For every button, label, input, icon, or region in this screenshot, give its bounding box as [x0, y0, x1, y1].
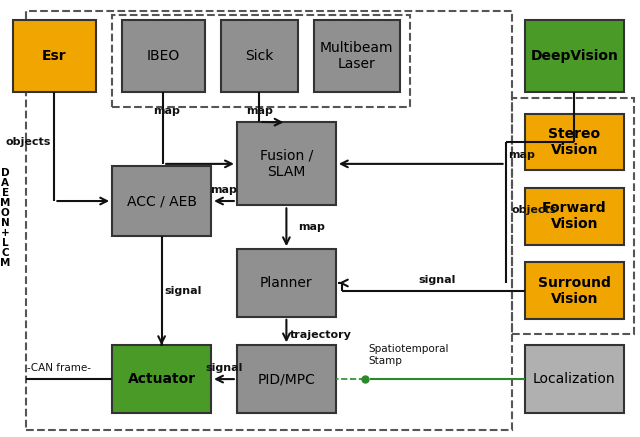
Bar	[112, 345, 211, 413]
Text: Multibeam
Laser: Multibeam Laser	[320, 41, 394, 71]
Bar	[525, 345, 624, 413]
Text: Planner: Planner	[260, 276, 313, 290]
Text: map: map	[508, 150, 535, 160]
Text: objects: objects	[6, 137, 51, 147]
Bar	[525, 188, 624, 245]
Text: Forward
Vision: Forward Vision	[542, 201, 607, 232]
Bar	[525, 262, 624, 319]
Text: PID/MPC: PID/MPC	[257, 372, 316, 386]
Text: signal: signal	[205, 363, 243, 373]
Bar	[512, 98, 634, 334]
Text: Surround
Vision: Surround Vision	[538, 275, 611, 306]
Bar	[112, 15, 410, 107]
Text: map: map	[246, 107, 273, 116]
Text: ACC / AEB: ACC / AEB	[127, 194, 196, 208]
Text: -CAN frame-: -CAN frame-	[27, 363, 91, 373]
Text: DeepVision: DeepVision	[531, 49, 618, 63]
Bar	[314, 20, 400, 92]
Bar	[237, 122, 336, 205]
Text: map: map	[211, 185, 237, 195]
Text: IBEO: IBEO	[147, 49, 180, 63]
Text: signal: signal	[165, 286, 202, 295]
Text: signal: signal	[418, 275, 456, 284]
Text: Localization: Localization	[533, 372, 616, 386]
Text: Actuator: Actuator	[127, 372, 196, 386]
Text: map: map	[153, 107, 180, 116]
Bar	[13, 20, 96, 92]
Bar	[221, 20, 298, 92]
Text: objects: objects	[512, 205, 557, 215]
Bar	[237, 249, 336, 317]
Text: trajectory: trajectory	[290, 330, 351, 340]
Bar	[525, 20, 624, 92]
Bar	[525, 114, 624, 170]
Bar	[26, 11, 512, 430]
Text: D
A
E
M
O
N
+
L
C
M: D A E M O N + L C M	[0, 169, 10, 268]
Bar	[237, 345, 336, 413]
Text: Sick: Sick	[245, 49, 273, 63]
Text: map: map	[299, 222, 325, 232]
Bar	[122, 20, 205, 92]
Text: Fusion /
SLAM: Fusion / SLAM	[260, 149, 313, 179]
Text: Spatiotemporal
Stamp: Spatiotemporal Stamp	[368, 344, 449, 366]
Text: Stereo
Vision: Stereo Vision	[548, 127, 600, 157]
Text: Esr: Esr	[42, 49, 67, 63]
Bar	[112, 166, 211, 236]
